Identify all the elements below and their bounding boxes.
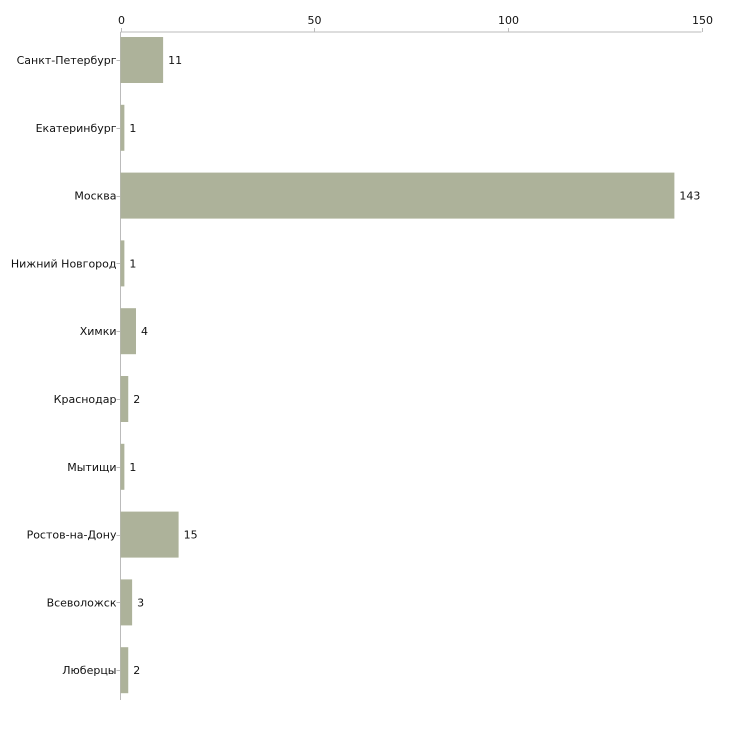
x-tick-label: 100 — [498, 14, 519, 27]
category-label: Химки — [80, 325, 117, 338]
y-axis — [116, 32, 121, 700]
category-label: Ростов-на-Дону — [27, 529, 117, 542]
x-tick-label: 50 — [308, 14, 322, 27]
bar-value-label: 1 — [129, 122, 136, 135]
category-label: Всеволожск — [47, 596, 117, 609]
bar-value-label: 1 — [129, 257, 136, 270]
category-label: Краснодар — [54, 393, 117, 406]
x-tick-label: 150 — [692, 14, 713, 27]
x-tick-label: 0 — [118, 14, 125, 27]
bar[interactable] — [120, 104, 125, 151]
bar-value-label: 1 — [129, 461, 136, 474]
bar[interactable] — [120, 511, 179, 558]
bar[interactable] — [120, 240, 125, 287]
bar-value-label: 3 — [137, 596, 144, 609]
bar-value-label: 2 — [133, 393, 140, 406]
category-label: Мытищи — [67, 461, 116, 474]
x-axis: 0 50 100 150 — [118, 14, 713, 33]
category-label: Москва — [74, 190, 116, 203]
bars-group — [120, 37, 675, 694]
bar-value-label: 11 — [168, 54, 182, 67]
bar[interactable] — [120, 647, 129, 694]
bar[interactable] — [120, 172, 675, 219]
bar-value-label: 15 — [184, 529, 198, 542]
category-label: Екатеринбург — [36, 122, 117, 135]
bar[interactable] — [120, 308, 136, 355]
bar[interactable] — [120, 37, 164, 83]
bar-value-label: 4 — [141, 325, 148, 338]
category-label: Нижний Новгород — [11, 257, 117, 270]
bar[interactable] — [120, 443, 125, 490]
bar-value-label: 2 — [133, 664, 140, 677]
bar[interactable] — [120, 376, 129, 422]
bar-value-label: 143 — [679, 190, 700, 203]
category-labels-group: Санкт-Петербург Екатеринбург Москва Нижний … — [11, 54, 117, 677]
category-label: Люберцы — [62, 664, 116, 677]
category-label: Санкт-Петербург — [17, 54, 117, 67]
bar[interactable] — [120, 579, 133, 626]
